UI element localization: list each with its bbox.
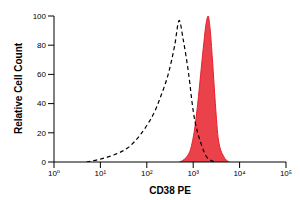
svg-text:20: 20 bbox=[37, 129, 46, 138]
svg-text:60: 60 bbox=[37, 70, 46, 79]
svg-text:Relative Cell Count: Relative Cell Count bbox=[13, 42, 24, 134]
svg-text:10⁰: 10⁰ bbox=[48, 169, 60, 178]
svg-text:40: 40 bbox=[37, 99, 46, 108]
svg-text:10³: 10³ bbox=[187, 169, 199, 178]
svg-text:10⁴: 10⁴ bbox=[233, 169, 246, 178]
svg-text:10⁵: 10⁵ bbox=[280, 169, 292, 178]
svg-text:10²: 10² bbox=[141, 169, 153, 178]
svg-text:CD38 PE: CD38 PE bbox=[149, 185, 191, 196]
svg-text:10¹: 10¹ bbox=[95, 169, 107, 178]
svg-text:0: 0 bbox=[42, 158, 47, 167]
svg-text:80: 80 bbox=[37, 41, 46, 50]
svg-text:100: 100 bbox=[33, 12, 47, 21]
